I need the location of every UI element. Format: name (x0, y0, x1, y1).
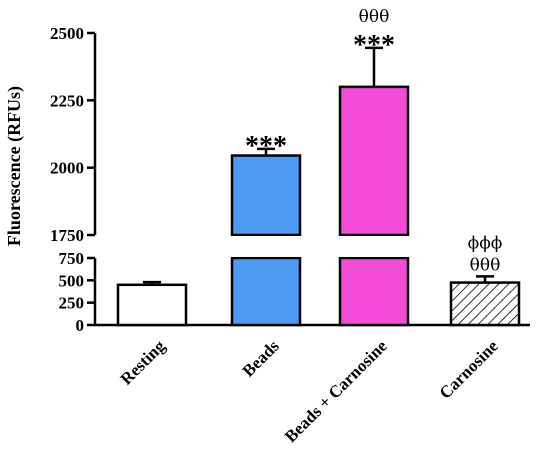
y-tick-label: 2250 (50, 91, 84, 110)
y-tick-label: 2500 (50, 24, 84, 43)
bar-lower-segment (338, 256, 410, 327)
y-tick-label: 2000 (50, 159, 84, 178)
x-tick-label: Beads + Carnosine (281, 336, 391, 446)
bars (116, 46, 521, 327)
significance-annotation: θθθ (359, 7, 390, 27)
y-tick-label: 750 (59, 249, 85, 268)
significance-annotation: *** (245, 131, 287, 162)
bar-upper-segment (338, 85, 410, 237)
significance-annotation: ϕϕϕ (468, 233, 503, 253)
x-tick-label: Carnosine (436, 336, 503, 403)
significance-annotation: *** (353, 30, 395, 61)
y-tick-label: 1750 (50, 226, 84, 245)
bar-lower-segment (230, 256, 302, 327)
bar-upper-segment (230, 154, 302, 237)
axis-break-gap (338, 236, 410, 257)
bar (116, 283, 188, 327)
axis-break-gap (230, 236, 302, 257)
x-tick-label: Beads (239, 336, 283, 380)
bar (449, 281, 521, 327)
significance-annotation: θθθ (470, 255, 501, 275)
y-tick-label: 250 (59, 294, 85, 313)
y-tick-label: 500 (59, 271, 85, 290)
x-tick-label: Resting (117, 336, 170, 389)
y-axis-label: Fluorescence (RFUs) (4, 86, 25, 246)
labels: Resting *** Beads *** θθθ Beads + Carnosine θθ… (117, 7, 503, 446)
y-tick-label: 0 (76, 316, 85, 335)
